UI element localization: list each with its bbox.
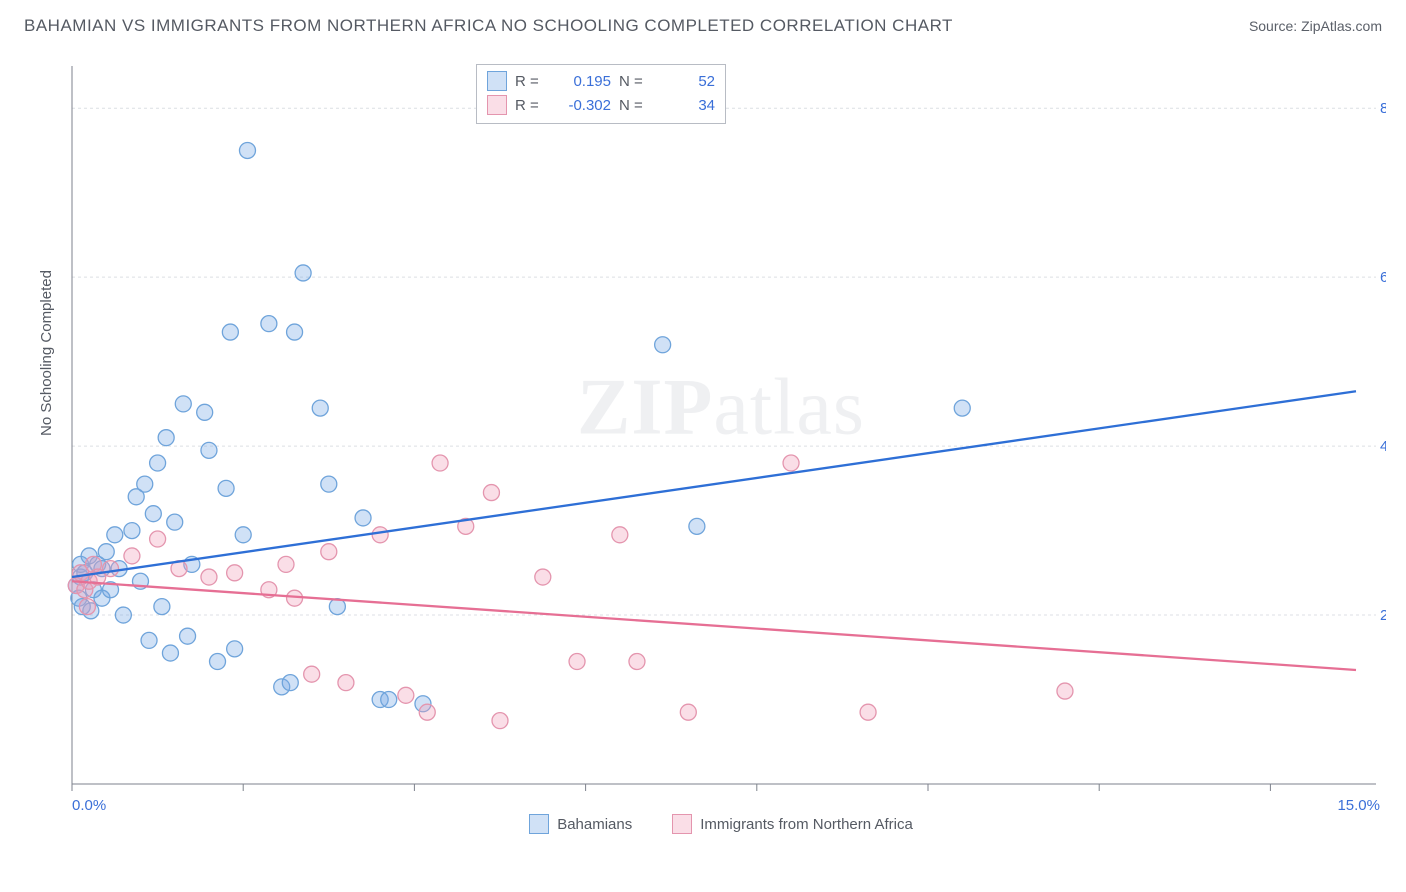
n-label-1: N =	[619, 97, 647, 114]
chart-area: No Schooling Completed 2.0%4.0%6.0%8.0%0…	[56, 56, 1386, 838]
swatch-series-1	[487, 95, 507, 115]
svg-text:6.0%: 6.0%	[1380, 269, 1386, 286]
r-label-0: R =	[515, 73, 543, 90]
source-prefix: Source:	[1249, 18, 1301, 34]
chart-header: BAHAMIAN VS IMMIGRANTS FROM NORTHERN AFR…	[0, 0, 1406, 44]
bottom-legend-label-0: Bahamians	[557, 816, 632, 833]
bottom-legend-item-0: Bahamians	[529, 814, 632, 834]
bottom-legend-label-1: Immigrants from Northern Africa	[700, 816, 913, 833]
legend-row-series-1: R = -0.302 N = 34	[487, 93, 715, 117]
r-label-1: R =	[515, 97, 543, 114]
swatch-bottom-1	[672, 814, 692, 834]
correlation-legend: R = 0.195 N = 52 R = -0.302 N = 34	[476, 64, 726, 124]
source-link[interactable]: ZipAtlas.com	[1301, 18, 1382, 34]
swatch-bottom-0	[529, 814, 549, 834]
r-value-0: 0.195	[551, 73, 611, 90]
n-value-1: 34	[655, 97, 715, 114]
bottom-legend-item-1: Immigrants from Northern Africa	[672, 814, 913, 834]
n-label-0: N =	[619, 73, 647, 90]
chart-title: BAHAMIAN VS IMMIGRANTS FROM NORTHERN AFR…	[24, 16, 953, 36]
y-axis-label: No Schooling Completed	[38, 270, 55, 436]
svg-text:2.0%: 2.0%	[1380, 607, 1386, 624]
n-value-0: 52	[655, 73, 715, 90]
legend-row-series-0: R = 0.195 N = 52	[487, 69, 715, 93]
svg-text:8.0%: 8.0%	[1380, 100, 1386, 117]
svg-text:15.0%: 15.0%	[1337, 797, 1380, 814]
bottom-legend: Bahamians Immigrants from Northern Afric…	[56, 814, 1386, 834]
svg-text:0.0%: 0.0%	[72, 797, 106, 814]
swatch-series-0	[487, 71, 507, 91]
source-label: Source: ZipAtlas.com	[1249, 18, 1382, 34]
r-value-1: -0.302	[551, 97, 611, 114]
svg-text:4.0%: 4.0%	[1380, 438, 1386, 455]
scatter-plot: 2.0% 4.0% 6.0% 8.0% 0.0% 15.0%	[56, 56, 1386, 866]
